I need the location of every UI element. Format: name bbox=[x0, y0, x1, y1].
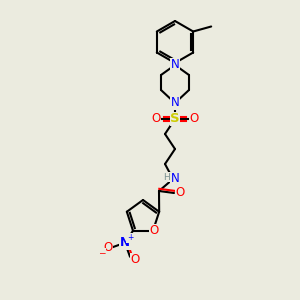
Text: H: H bbox=[164, 172, 170, 182]
Text: +: + bbox=[127, 233, 133, 242]
Text: −: − bbox=[98, 248, 106, 257]
Text: O: O bbox=[149, 224, 159, 237]
Text: N: N bbox=[171, 172, 179, 185]
Text: O: O bbox=[152, 112, 160, 125]
Text: O: O bbox=[176, 185, 184, 199]
Text: N: N bbox=[120, 236, 130, 249]
Text: O: O bbox=[130, 253, 140, 266]
Text: N: N bbox=[171, 97, 179, 110]
Text: S: S bbox=[170, 112, 180, 125]
Text: O: O bbox=[103, 241, 112, 254]
Text: O: O bbox=[189, 112, 199, 125]
Text: N: N bbox=[171, 58, 179, 71]
